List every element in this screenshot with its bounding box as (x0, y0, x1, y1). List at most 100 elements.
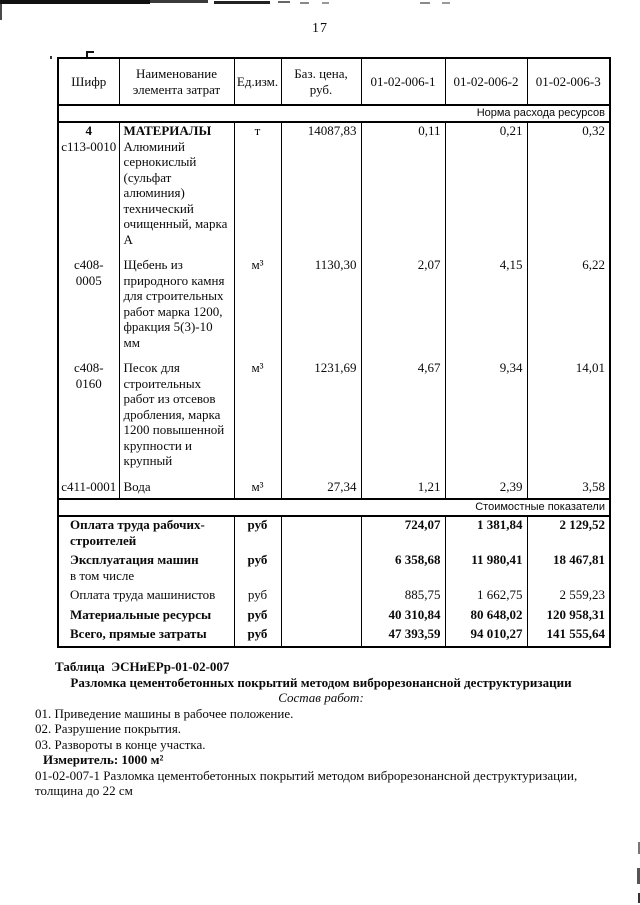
cell-cost-label: Оплата труда рабочих-строителей (57, 516, 235, 552)
col-header-unit: Ед.изм. (233, 57, 282, 106)
table-row-material: с408-0005 Щебень из природного камня для… (57, 257, 611, 360)
section-row-norm: Норма расхода ресурсов (58, 104, 610, 123)
scan-artifact-left-edge (0, 4, 2, 20)
cell-cost-3: 2 559,23 (526, 587, 611, 607)
cell-base-price-empty (280, 606, 362, 626)
cell-norm-1: 4,67 (360, 360, 446, 479)
cell-cost-2: 94 010,27 (444, 626, 528, 647)
cell-base-price: 1130,30 (280, 257, 362, 360)
cell-cost-1: 6 358,68 (360, 552, 446, 587)
cost-sublabel: в том числе (70, 567, 135, 583)
cell-cost-2: 80 648,02 (444, 606, 528, 626)
scan-artifact-top-edge (150, 0, 208, 3)
table-row-cost: Эксплуатация машин в том числе руб 6 358… (57, 552, 611, 587)
col-header-norm-2: 01-02-006-2 (444, 57, 528, 106)
scan-artifact-top-edge (420, 2, 430, 4)
cell-name: Щебень из природного камня для строитель… (118, 257, 235, 360)
cell-unit: м³ (233, 360, 282, 479)
cost-label: Всего, прямые затраты (70, 626, 207, 641)
resource-code: с113-0010 (61, 138, 117, 154)
cell-name: МАТЕРИАЛЫ Алюминий сернокислый (сульфат … (118, 122, 235, 257)
cell-unit: м³ (233, 478, 282, 499)
group-code: 4 (85, 123, 93, 138)
cell-name: Песок для строительных работ из отсевов … (118, 360, 235, 479)
cell-norm-3: 6,22 (526, 257, 611, 360)
cell-unit: т (233, 122, 282, 257)
table-title: Разломка цементобетонных покрытий методо… (70, 674, 572, 690)
resource-name: Алюминий сернокислый (сульфат алюминия) … (123, 138, 228, 247)
col-header-base-price: Баз. цена, руб. (280, 57, 362, 106)
cell-cost-label: Оплата труда машинистов (57, 587, 235, 607)
scan-artifact-top-edge (442, 2, 450, 4)
table-row-material: с408-0160 Песок для строительных работ и… (57, 360, 611, 479)
table-row-material: 4 с113-0010 МАТЕРИАЛЫ Алюминий сернокисл… (57, 122, 611, 257)
scan-artifact-top-edge (322, 2, 329, 4)
cell-cost-2: 11 980,41 (444, 552, 528, 587)
cost-label: Материальные ресурсы (70, 606, 212, 622)
cell-cost-3: 2 129,52 (526, 516, 611, 552)
cell-base-price: 1231,69 (280, 360, 362, 479)
cell-cost-1: 885,75 (360, 587, 446, 607)
cell-cost-2: 1 381,84 (444, 516, 528, 552)
cell-cost-label: Всего, прямые затраты (57, 626, 235, 647)
cell-base-price-empty (280, 516, 362, 552)
cell-code: с408-0005 (57, 257, 120, 360)
cell-base-price: 14087,83 (280, 122, 362, 257)
cell-code: с411-0001 (57, 478, 120, 499)
cell-unit: руб (233, 587, 282, 607)
work-item: 01. Приведение машины в рабочее положени… (35, 705, 294, 721)
cell-cost-label: Эксплуатация машин в том числе (57, 552, 235, 587)
cell-cost-2: 1 662,75 (444, 587, 528, 607)
norm-section-label: Норма расхода ресурсов (58, 104, 610, 123)
cost-section-label: Стоимостные показатели (58, 498, 610, 517)
cell-norm-1: 2,07 (360, 257, 446, 360)
scan-artifact-top-edge (0, 0, 150, 4)
table-header-row: Шифр Наименование элемента затрат Ед.изм… (57, 57, 611, 106)
cell-norm-1: 0,11 (360, 122, 446, 257)
cell-base-price-empty (280, 552, 362, 587)
cell-name: Вода (118, 478, 235, 499)
work-item: 02. Разрушение покрытия. (35, 721, 182, 736)
cell-cost-3: 18 467,81 (526, 552, 611, 587)
cell-cost-1: 47 393,59 (360, 626, 446, 647)
cell-base-price-empty (280, 587, 362, 607)
cost-label: Оплата труда машинистов (70, 587, 216, 602)
cell-base-price: 27,34 (280, 478, 362, 499)
scan-artifact-tick (86, 51, 94, 53)
cell-cost-1: 40 310,84 (360, 606, 446, 626)
cell-norm-2: 2,39 (444, 478, 528, 499)
table-row-cost: Оплата труда машинистов руб 885,75 1 662… (57, 587, 611, 607)
cell-code: 4 с113-0010 (57, 122, 120, 257)
variant-description: 01-02-007-1 Разломка цементобетонных пок… (35, 767, 578, 799)
works-heading: Состав работ: (278, 690, 364, 705)
col-header-name: Наименование элемента затрат (118, 57, 235, 106)
scan-artifact-top-edge (214, 1, 270, 4)
work-item: 03. Развороты в конце участка. (35, 736, 206, 752)
cell-base-price-empty (280, 626, 362, 647)
group-title: МАТЕРИАЛЫ (123, 123, 212, 138)
col-header-norm-3: 01-02-006-3 (526, 57, 611, 106)
next-table-intro: Таблица ЭСНиЕРр-01-02-007 Разломка цемен… (35, 659, 607, 799)
cell-norm-2: 4,15 (444, 257, 528, 360)
cell-unit: м³ (233, 257, 282, 360)
meter-label: Измеритель: 1000 м² (43, 752, 164, 767)
table-row-material: с411-0001 Вода м³ 27,34 1,21 2,39 3,58 (57, 478, 611, 499)
cell-norm-3: 14,01 (526, 360, 611, 479)
page-number: 17 (312, 21, 328, 36)
cell-unit: руб (233, 552, 282, 587)
table-row-cost-total: Всего, прямые затраты руб 47 393,59 94 0… (57, 626, 611, 647)
cell-norm-2: 9,34 (444, 360, 528, 479)
section-row-cost: Стоимостные показатели (58, 498, 610, 517)
table-row-cost: Материальные ресурсы руб 40 310,84 80 64… (57, 606, 611, 626)
cell-unit: руб (233, 516, 282, 552)
scan-artifact-top-edge (300, 2, 309, 4)
col-header-norm-1: 01-02-006-1 (360, 57, 446, 106)
cell-cost-label: Материальные ресурсы (57, 606, 235, 626)
cell-unit: руб (233, 606, 282, 626)
estimate-table: Шифр Наименование элемента затрат Ед.изм… (57, 57, 611, 648)
cell-norm-2: 0,21 (444, 122, 528, 257)
table-row-cost: Оплата труда рабочих-строителей руб 724,… (57, 516, 611, 552)
cell-code: с408-0160 (57, 360, 120, 479)
cell-cost-3: 141 555,64 (526, 626, 611, 647)
